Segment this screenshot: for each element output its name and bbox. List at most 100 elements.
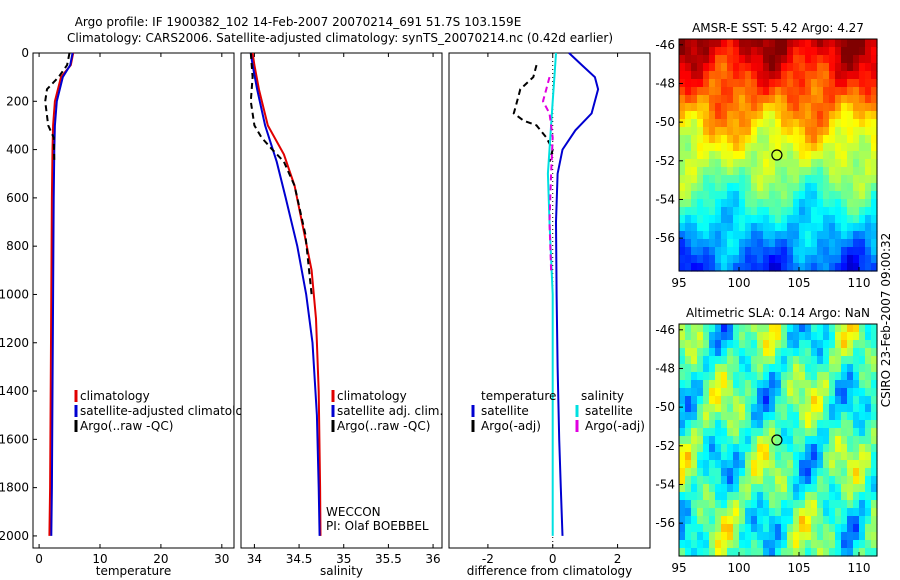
- heatmap-cell: [841, 324, 848, 333]
- heatmap-cell: [727, 151, 734, 160]
- x-tick-label: -2: [482, 552, 494, 566]
- heatmap-cell: [685, 388, 692, 397]
- heatmap-cell: [745, 476, 752, 485]
- heatmap-cell: [751, 380, 758, 389]
- series-line-argo-raw-qc-: [249, 52, 313, 295]
- heatmap-cell: [853, 436, 860, 445]
- heatmap-cell: [775, 79, 782, 88]
- heatmap-cell: [835, 79, 842, 88]
- heatmap-cell: [721, 87, 728, 96]
- heatmap-cell: [829, 191, 836, 200]
- heatmap-cell: [703, 127, 710, 136]
- heatmap-cell: [721, 207, 728, 216]
- heatmap-cell: [733, 492, 740, 501]
- heatmap-cell: [847, 111, 854, 120]
- heatmap-cell: [769, 55, 776, 64]
- heatmap-cell: [811, 135, 818, 144]
- heatmap-cell: [745, 444, 752, 453]
- heatmap-cell: [847, 39, 854, 48]
- heatmap-cell: [727, 63, 734, 72]
- x-tick-label: 110: [848, 561, 871, 575]
- heatmap-cell: [793, 215, 800, 224]
- heatmap-cell: [703, 484, 710, 493]
- heatmap-cell: [805, 492, 812, 501]
- heatmap-cell: [763, 404, 770, 413]
- heatmap-cell: [727, 191, 734, 200]
- heatmap-cell: [691, 340, 698, 349]
- heatmap-cell: [853, 460, 860, 469]
- heatmap-cell: [829, 63, 836, 72]
- heatmap-cell: [697, 324, 704, 333]
- x-tick-label: 0: [35, 552, 43, 566]
- heatmap-cell: [871, 372, 878, 381]
- heatmap-cell: [691, 183, 698, 192]
- heatmap-cell: [679, 255, 686, 264]
- heatmap-cell: [739, 87, 746, 96]
- heatmap-cell: [859, 47, 866, 56]
- heatmap-cell: [733, 436, 740, 445]
- heatmap-cell: [775, 444, 782, 453]
- heatmap-cell: [787, 215, 794, 224]
- heatmap-cell: [679, 55, 686, 64]
- heatmap-cell: [745, 247, 752, 256]
- heatmap-cell: [781, 404, 788, 413]
- heatmap-cell: [691, 356, 698, 365]
- heatmap-cell: [739, 247, 746, 256]
- heatmap-cell: [769, 223, 776, 232]
- heatmap-cell: [787, 388, 794, 397]
- heatmap-cell: [787, 484, 794, 493]
- heatmap-cell: [829, 103, 836, 112]
- heatmap-cell: [769, 404, 776, 413]
- heatmap-cell: [763, 255, 770, 264]
- heatmap-cell: [793, 468, 800, 477]
- heatmap-cell: [805, 87, 812, 96]
- heatmap-cell: [721, 143, 728, 152]
- heatmap-cell: [745, 348, 752, 357]
- heatmap-cell: [835, 39, 842, 48]
- heatmap-cell: [841, 63, 848, 72]
- heatmap-cell: [715, 548, 722, 557]
- heatmap-cell: [781, 95, 788, 104]
- heatmap-cell: [739, 364, 746, 373]
- heatmap-cell: [685, 191, 692, 200]
- heatmap-cell: [691, 420, 698, 429]
- heatmap-cell: [835, 476, 842, 485]
- heatmap-cell: [853, 119, 860, 128]
- heatmap-cell: [799, 135, 806, 144]
- heatmap-cell: [859, 364, 866, 373]
- heatmap-cell: [751, 167, 758, 176]
- heatmap-cell: [829, 500, 836, 509]
- heatmap-cell: [709, 103, 716, 112]
- heatmap-cell: [679, 492, 686, 501]
- heatmap-cell: [799, 119, 806, 128]
- heatmap-cell: [757, 468, 764, 477]
- heatmap-cell: [709, 484, 716, 493]
- heatmap-cell: [871, 476, 878, 485]
- heatmap-cell: [751, 484, 758, 493]
- heatmap-cell: [835, 492, 842, 501]
- heatmap-cell: [823, 39, 830, 48]
- heatmap-cell: [757, 215, 764, 224]
- heatmap-cell: [871, 508, 878, 517]
- heatmap-cell: [685, 348, 692, 357]
- heatmap-cell: [859, 143, 866, 152]
- legend-label: Argo(..raw -QC): [337, 419, 430, 433]
- heatmap-cell: [739, 215, 746, 224]
- heatmap-cell: [685, 151, 692, 160]
- heatmap-cell: [745, 428, 752, 437]
- heatmap-cell: [811, 412, 818, 421]
- heatmap-cell: [721, 436, 728, 445]
- heatmap-cell: [775, 420, 782, 429]
- heatmap-cell: [721, 263, 728, 272]
- heatmap-cell: [853, 167, 860, 176]
- heatmap-cell: [703, 103, 710, 112]
- heatmap-cell: [715, 516, 722, 525]
- heatmap-cell: [709, 420, 716, 429]
- heatmap-cell: [775, 215, 782, 224]
- heatmap-cell: [799, 223, 806, 232]
- heatmap-cell: [739, 239, 746, 248]
- heatmap-cell: [745, 159, 752, 168]
- heatmap-cell: [793, 167, 800, 176]
- heatmap-cell: [841, 39, 848, 48]
- heatmap-cell: [787, 231, 794, 240]
